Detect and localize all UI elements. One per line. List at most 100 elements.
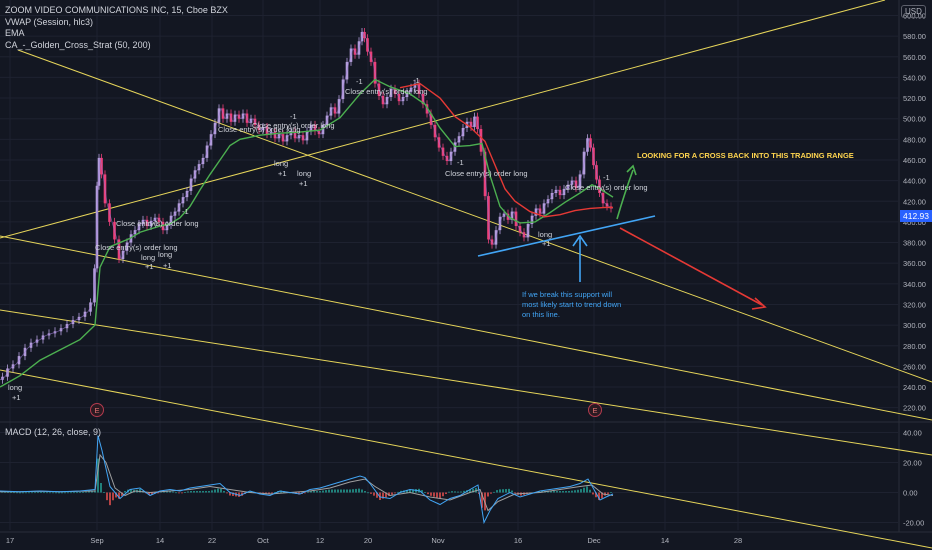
macd-histogram-bar [115, 492, 117, 498]
macd-histogram-bar [10, 492, 12, 493]
macd-histogram-bar [397, 491, 399, 493]
chart-annotation: Close entry(s) order long [565, 183, 648, 192]
macd-histogram-bar [178, 492, 180, 494]
price-tick-label: 220.00 [903, 404, 926, 413]
macd-histogram-bar [103, 492, 105, 493]
macd-histogram-bar [7, 492, 9, 493]
macd-histogram-bar [364, 491, 366, 493]
macd-histogram-bar [109, 492, 111, 506]
price-tick-label: 480.00 [903, 135, 926, 144]
chart-annotation: -1 [413, 76, 420, 85]
price-tick-label: 300.00 [903, 321, 926, 330]
macd-histogram-bar [448, 491, 450, 493]
macd-histogram-bar [562, 491, 564, 493]
strategy-indicator-label[interactable]: CA_-_Golden_Cross_Strat (50, 200) [5, 39, 151, 50]
macd-histogram-bar [112, 492, 114, 501]
chart-annotation: -1 [603, 173, 610, 182]
macd-histogram-bar [70, 492, 72, 494]
macd-histogram-bar [352, 489, 354, 493]
macd-histogram-bar [304, 492, 306, 494]
chart-annotation: LOOKING FOR A CROSS BACK INTO THIS TRADI… [637, 151, 854, 160]
macd-histogram-bar [331, 489, 333, 493]
trendline [0, 369, 932, 549]
macd-histogram-bar [439, 492, 441, 499]
macd-histogram-bar [28, 492, 30, 494]
macd-histogram-bar [325, 490, 327, 493]
price-tick-label: 500.00 [903, 115, 926, 124]
macd-histogram-bar [454, 491, 456, 493]
up-arrow-head [626, 164, 637, 176]
price-tick-label: 420.00 [903, 197, 926, 206]
macd-histogram-bar [46, 492, 48, 494]
ema-lines [0, 78, 614, 388]
symbol-title[interactable]: ZOOM VIDEO COMMUNICATIONS INC, 15, Cboe … [5, 5, 228, 15]
macd-histogram-bar [223, 491, 225, 493]
price-tick-label: 600.00 [903, 11, 926, 20]
macd-histogram-bar [43, 492, 45, 494]
macd-histogram-bar [169, 491, 171, 493]
macd-histogram-bar [205, 491, 207, 493]
ema-indicator-label[interactable]: EMA [5, 28, 25, 38]
macd-histogram-bar [184, 492, 186, 493]
price-tick-label: 380.00 [903, 239, 926, 248]
macd-histogram-bar [265, 492, 267, 494]
time-tick-label: 14 [156, 536, 164, 545]
macd-histogram-bar [322, 490, 324, 493]
chart-annotation: most likely start to trend down [522, 300, 621, 309]
macd-histogram-bar [337, 489, 339, 493]
macd-histogram-bar [181, 492, 183, 494]
trendline [17, 49, 932, 383]
earnings-marker-label: E [94, 406, 99, 415]
macd-histogram-bar [421, 490, 423, 493]
macd-histogram-bar [328, 489, 330, 493]
earnings-marker-label: E [592, 406, 597, 415]
macd-histogram-bar [232, 492, 234, 496]
down-arrow-line[interactable] [619, 227, 763, 306]
currency-button[interactable]: USD [901, 5, 926, 18]
macd-histogram-bar [577, 489, 579, 493]
macd-histogram-bar [406, 489, 408, 493]
macd-histogram-bar [220, 488, 222, 493]
earnings-marker [90, 403, 104, 417]
price-tick-label: 540.00 [903, 73, 926, 82]
chart-annotation: Close entry(s) order long [218, 125, 301, 134]
macd-histogram-bar [4, 491, 6, 493]
macd-histogram-bar [502, 489, 504, 493]
macd-histogram-bar [271, 492, 273, 494]
macd-histogram-bar [514, 492, 516, 494]
macd-histogram-bar [124, 491, 126, 493]
macd-histogram-bar [409, 489, 411, 493]
time-tick-label: 28 [734, 536, 742, 545]
up-arrow-curve[interactable] [616, 169, 634, 220]
price-tick-label: 360.00 [903, 259, 926, 268]
macd-histogram-bar [553, 491, 555, 493]
time-tick-label: 12 [316, 536, 324, 545]
price-tick-label: 560.00 [903, 53, 926, 62]
macd-histogram-bar [400, 490, 402, 493]
chart-annotation: Close entry(s) order long [252, 121, 335, 130]
chart-annotation: Close entry(s) order long [345, 87, 428, 96]
chart-annotation: long [297, 169, 311, 178]
macd-histogram-bar [313, 491, 315, 493]
drawing-arrows[interactable] [572, 164, 767, 310]
macd-histogram-bar [199, 491, 201, 493]
macd-indicator-label[interactable]: MACD (12, 26, close, 9) [5, 427, 102, 437]
vwap-indicator-label[interactable]: VWAP (Session, hlc3) [5, 16, 94, 27]
macd-histogram-bar [73, 492, 75, 494]
macd-histogram-bar [373, 492, 375, 496]
macd-histogram-bar [106, 492, 108, 501]
macd-histogram-bar [268, 492, 270, 494]
macd-histogram-bar [481, 492, 483, 508]
macd-histogram-bar [361, 489, 363, 493]
macd-histogram-bar [52, 492, 54, 494]
macd-histogram-bar [193, 491, 195, 493]
time-tick-label: Oct [257, 536, 270, 545]
macd-histogram-bar [340, 489, 342, 493]
price-tick-label: 260.00 [903, 362, 926, 371]
macd-histogram-bar [157, 492, 159, 494]
macd-histogram-bar [343, 489, 345, 493]
macd-histogram-bar [238, 492, 240, 497]
macd-histogram-bar [385, 492, 387, 498]
